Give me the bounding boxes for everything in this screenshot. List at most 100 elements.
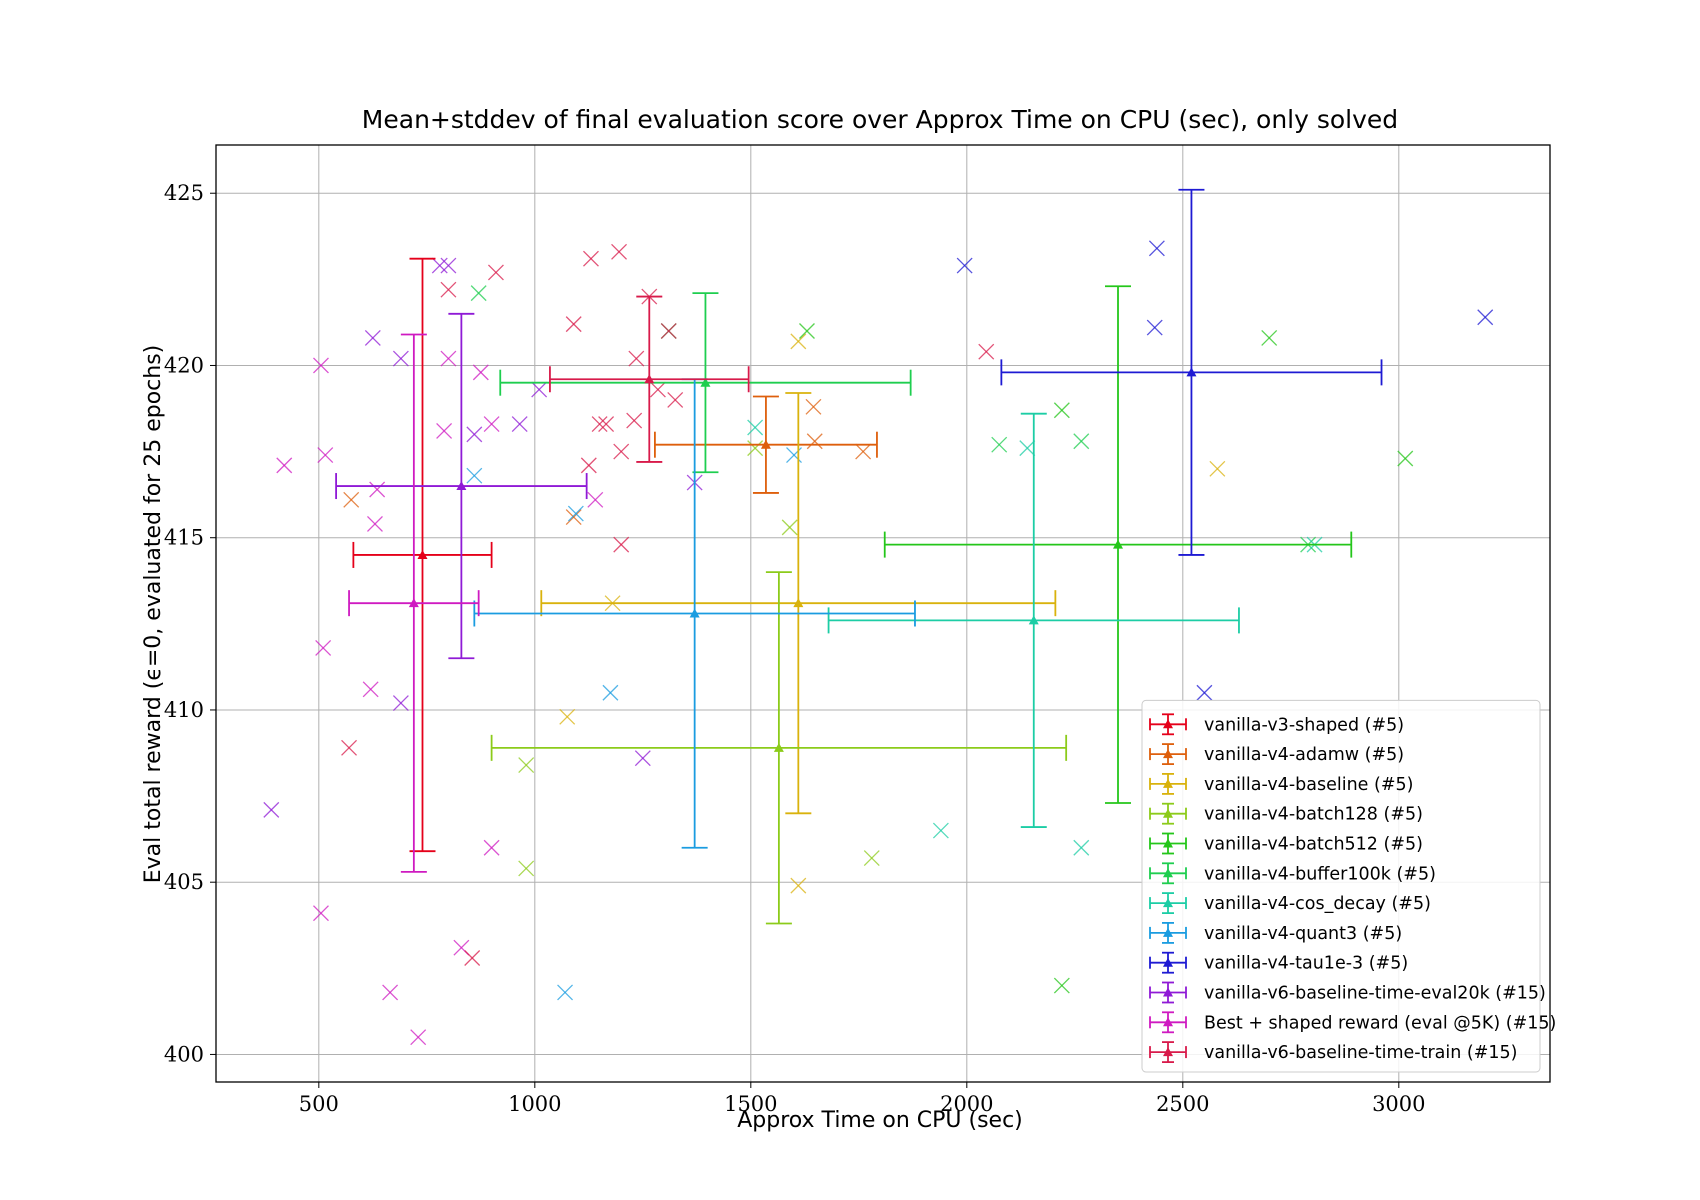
data-point: [518, 860, 535, 877]
series-errorbar: [499, 292, 912, 474]
data-point: [511, 416, 528, 432]
data-point: [1196, 684, 1213, 701]
legend-label: vanilla-v4-baseline (#5): [1204, 775, 1413, 795]
data-point: [382, 984, 399, 1001]
data-point: [806, 433, 823, 450]
series-errorbar: [348, 333, 480, 873]
legend-marker: [1163, 1017, 1173, 1027]
data-point: [466, 426, 483, 443]
data-point: [483, 416, 500, 432]
x-tick-label: 2500: [1156, 1092, 1209, 1116]
y-tick-label: 400: [164, 1042, 204, 1066]
data-point: [518, 757, 535, 774]
series-errorbar: [335, 312, 588, 660]
data-point: [431, 257, 448, 274]
chart-title: Mean+stddev of final evaluation score ov…: [362, 105, 1398, 134]
data-point: [410, 1029, 427, 1046]
legend-label: vanilla-v4-batch128 (#5): [1204, 805, 1423, 825]
data-point: [313, 905, 329, 922]
x-tick-label: 1000: [508, 1092, 561, 1116]
mean-marker: [644, 374, 655, 384]
data-point: [392, 695, 409, 712]
legend: vanilla-v3-shaped (#5) vanilla-v4-adamw (…: [1141, 699, 1556, 1073]
legend-box: [1141, 699, 1541, 1073]
legend-label: Best + shaped reward (eval @5K) (#15): [1204, 1013, 1556, 1033]
data-point: [1477, 309, 1494, 326]
series-points: [341, 243, 995, 966]
data-point: [392, 350, 409, 367]
legend-label: vanilla-v6-baseline-time-eval20k (#15): [1204, 984, 1546, 1004]
legend-label: vanilla-v4-tau1e-3 (#5): [1204, 954, 1408, 974]
data-point: [487, 264, 504, 281]
data-point: [472, 364, 489, 381]
data-point: [369, 481, 386, 498]
y-tick-label: 420: [164, 353, 204, 377]
legend-marker: [1163, 927, 1173, 937]
data-point: [1146, 319, 1163, 336]
mean-marker: [1113, 539, 1124, 549]
series-errorbar: [827, 412, 1240, 828]
x-tick-label: 1500: [724, 1092, 777, 1116]
mean-marker: [793, 598, 804, 608]
series-errorbar: [1000, 188, 1383, 556]
data-point: [436, 422, 453, 439]
data-point: [667, 391, 684, 408]
data-point: [565, 509, 582, 526]
data-point: [567, 505, 584, 522]
data-point: [649, 381, 666, 398]
mean-marker: [408, 598, 419, 608]
data-point: [341, 739, 358, 756]
data-point: [978, 343, 995, 360]
mean-marker: [700, 377, 711, 387]
data-point: [1019, 440, 1036, 457]
legend-entry: vanilla-v4-baseline (#5): [1149, 773, 1413, 795]
data-point: [315, 639, 332, 656]
legend-entry: vanilla-v4-quant3 (#5): [1149, 922, 1402, 944]
data-point: [367, 515, 383, 532]
y-tick-label: 410: [164, 698, 204, 722]
legend-marker: [1163, 808, 1173, 818]
data-point: [634, 750, 651, 767]
data-point: [364, 329, 381, 346]
data-point: [591, 416, 608, 432]
series-points: [343, 398, 872, 526]
data-point: [855, 443, 872, 460]
data-point: [557, 984, 574, 1001]
legend-label: vanilla-v3-shaped (#5): [1204, 715, 1404, 735]
data-point: [440, 281, 457, 298]
data-point: [464, 950, 481, 966]
data-point: [343, 491, 360, 508]
data-point: [1148, 240, 1165, 257]
mean-marker: [689, 608, 700, 618]
y-tick-label: 405: [164, 870, 204, 894]
mean-marker: [773, 742, 784, 752]
data-point: [587, 491, 604, 508]
legend-marker: [1163, 719, 1173, 729]
legend-entry: vanilla-v6-baseline-time-eval20k (#15): [1149, 981, 1546, 1004]
series-errorbar: [490, 571, 1068, 925]
legend-marker: [1163, 957, 1173, 967]
data-point: [470, 285, 487, 302]
data-point: [660, 323, 677, 339]
series-points: [799, 323, 1414, 994]
data-point: [991, 436, 1008, 453]
data-point: [805, 398, 822, 415]
y-axis-title: Eval total reward (ϵ=0, evaluated for 25…: [141, 345, 166, 884]
data-point: [790, 877, 807, 894]
data-point: [362, 681, 379, 698]
series-points: [470, 285, 1317, 553]
series-errorbar: [540, 392, 1057, 815]
data-point: [531, 381, 548, 398]
legend-marker: [1163, 749, 1173, 759]
y-tick-label: 415: [164, 526, 204, 550]
data-point: [747, 440, 764, 457]
plot-frame: [215, 144, 1551, 1083]
data-point: [611, 243, 628, 260]
data-point: [790, 333, 807, 350]
legend-marker: [1163, 898, 1173, 908]
data-point: [956, 257, 973, 274]
data-point: [1053, 402, 1070, 419]
legend-entry: vanilla-v3-shaped (#5): [1149, 713, 1404, 735]
legend-marker: [1163, 838, 1173, 848]
data-point: [466, 467, 483, 484]
